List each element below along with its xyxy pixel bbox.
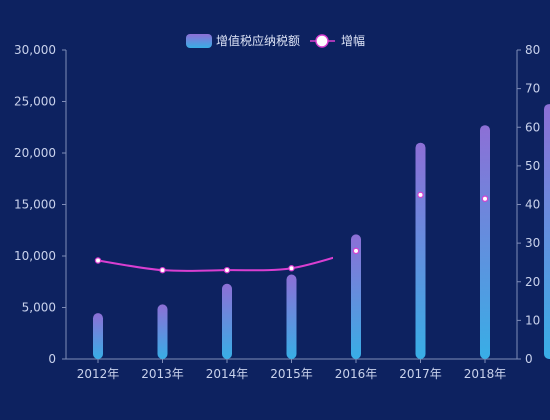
y-right-tick-label: 20 xyxy=(525,275,540,289)
y-right-tick-label: 80 xyxy=(525,43,540,57)
x-tick-label: 2012年 xyxy=(77,367,120,381)
x-tick-label: 2017年 xyxy=(399,367,442,381)
y-left-tick-label: 20,000 xyxy=(14,146,56,160)
y-left-tick-label: 15,000 xyxy=(14,198,56,212)
legend-bar-swatch[interactable] xyxy=(186,34,212,48)
x-tick-label: 2016年 xyxy=(335,367,378,381)
bar-extra-clipped xyxy=(544,104,550,359)
line-series xyxy=(94,191,489,274)
axes: 0 5,000 10,000 15,000 20,000 25,000 30,000 0 10 2… xyxy=(14,43,540,381)
x-tick-label: 2014年 xyxy=(206,367,249,381)
y-right-tick-label: 40 xyxy=(525,198,540,212)
y-right-tick-label: 70 xyxy=(525,82,540,96)
bar-2015年 xyxy=(286,274,297,359)
x-tick-label: 2015年 xyxy=(270,367,313,381)
legend-line-marker[interactable] xyxy=(315,34,329,48)
y-right-tick-label: 30 xyxy=(525,236,540,250)
bar-2016年 xyxy=(351,234,361,359)
y-right-tick-label: 50 xyxy=(525,159,540,173)
y-left-tick-label: 5,000 xyxy=(22,301,56,315)
legend-line-label[interactable]: 增幅 xyxy=(341,33,365,48)
growth-point-2016年 xyxy=(352,247,360,255)
y-right-tick-label: 10 xyxy=(525,313,540,327)
x-tick-label: 2018年 xyxy=(464,367,507,381)
legend: 增值税应纳税额 增幅 xyxy=(186,33,365,48)
growth-point-2013年 xyxy=(159,266,166,274)
bar-2012年 xyxy=(93,313,103,359)
growth-point-2017年 xyxy=(417,191,424,199)
y-right-tick-label: 60 xyxy=(525,120,540,134)
y-left-tick-label: 10,000 xyxy=(14,249,56,263)
growth-point-2018年 xyxy=(481,195,489,202)
bar-2017年 xyxy=(415,142,426,359)
bar-2018年 xyxy=(480,125,490,359)
legend-bar-label[interactable]: 增值税应纳税额 xyxy=(216,33,300,48)
y-left-tick-label: 30,000 xyxy=(14,43,56,57)
x-tick-label: 2013年 xyxy=(141,367,184,381)
y-left-tick-label: 0 xyxy=(48,352,56,366)
bar-2014年 xyxy=(222,283,232,359)
y-right-tick-label: 0 xyxy=(525,352,533,366)
growth-point-2015年 xyxy=(288,265,295,272)
y-left-tick-label: 25,000 xyxy=(14,95,56,109)
growth-point-2014年 xyxy=(223,266,231,274)
bar-2013年 xyxy=(157,304,168,359)
bars xyxy=(93,104,550,359)
growth-point-2012年 xyxy=(94,257,102,264)
